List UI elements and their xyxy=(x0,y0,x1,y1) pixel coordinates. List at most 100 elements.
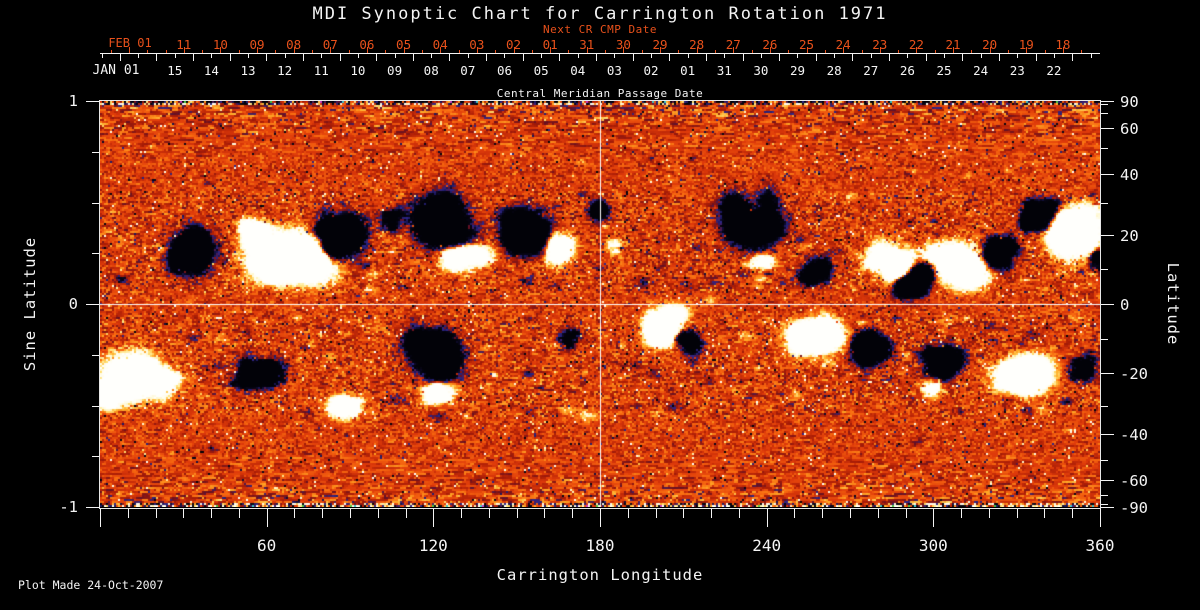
tick-mark xyxy=(696,47,698,53)
longitude-tick xyxy=(461,509,463,518)
tick-mark xyxy=(412,54,414,61)
tick-mark xyxy=(705,54,707,61)
sine-latitude-tick xyxy=(92,456,99,458)
cmp-day-label: 07 xyxy=(460,63,476,78)
latitude-tick xyxy=(1101,405,1108,407)
sine-latitude-tick-label: 1 xyxy=(68,92,78,110)
tick-mark xyxy=(220,47,222,53)
tick-mark xyxy=(229,54,231,61)
tick-mark xyxy=(806,47,808,53)
cmp-day-label: 26 xyxy=(899,63,915,78)
tick-mark xyxy=(119,54,121,61)
latitude-tick-label: 40 xyxy=(1120,165,1139,184)
tick-mark xyxy=(971,50,973,53)
tick-mark xyxy=(302,54,304,61)
tick-mark xyxy=(174,54,176,58)
next-cr-day-label: 29 xyxy=(652,37,668,52)
tick-mark xyxy=(1017,54,1019,58)
longitude-tick xyxy=(933,509,935,527)
tick-mark xyxy=(760,54,762,58)
tick-mark xyxy=(1026,47,1028,53)
longitude-tick-label: 180 xyxy=(585,536,615,555)
tick-mark xyxy=(568,50,570,53)
tick-mark xyxy=(376,54,378,61)
tick-mark xyxy=(385,50,387,53)
tick-mark xyxy=(989,47,991,53)
longitude-tick-label: 120 xyxy=(418,536,448,555)
tick-mark xyxy=(1090,54,1092,58)
tick-mark xyxy=(257,47,259,53)
cmp-axis-title: Central Meridian Passage Date xyxy=(496,87,704,100)
cmp-day-label: 12 xyxy=(277,63,293,78)
next-cr-day-label: 02 xyxy=(505,37,521,52)
latitude-tick xyxy=(1101,104,1108,106)
tick-mark xyxy=(916,47,918,53)
cmp-day-label: 28 xyxy=(826,63,842,78)
tick-mark xyxy=(953,47,955,53)
cmp-day-label: 11 xyxy=(313,63,329,78)
next-cr-day-label: 07 xyxy=(322,37,338,52)
tick-mark xyxy=(687,54,689,58)
longitude-tick xyxy=(600,509,601,527)
tick-mark xyxy=(650,54,652,58)
next-cr-day-label: 01 xyxy=(542,37,558,52)
longitude-tick xyxy=(1072,509,1074,518)
longitude-tick xyxy=(738,509,740,518)
latitude-tick-label: -20 xyxy=(1120,365,1148,384)
latitude-tick xyxy=(1101,173,1114,175)
cmp-day-label: 06 xyxy=(496,63,512,78)
longitude-tick xyxy=(516,509,518,518)
tick-mark xyxy=(486,54,488,61)
next-cr-day-label: 04 xyxy=(432,37,448,52)
tick-mark xyxy=(605,50,607,53)
next-cr-day-label: 20 xyxy=(982,37,998,52)
latitude-tick xyxy=(1101,268,1108,270)
tick-mark xyxy=(440,47,442,53)
next-cr-day-label: 08 xyxy=(286,37,302,52)
tick-mark xyxy=(678,50,680,53)
tick-mark xyxy=(339,54,341,61)
latitude-tick xyxy=(1101,128,1114,130)
cmp-day-label: 15 xyxy=(167,63,183,78)
tick-mark xyxy=(870,54,872,58)
tick-mark xyxy=(577,54,579,58)
cmp-day-label: 27 xyxy=(863,63,879,78)
longitude-tick xyxy=(405,509,407,518)
tick-mark xyxy=(495,50,497,53)
longitude-tick xyxy=(183,509,185,518)
plot-made-timestamp: Plot Made 24-Oct-2007 xyxy=(18,578,164,592)
next-cr-day-label: 18 xyxy=(1055,37,1071,52)
sine-latitude-tick xyxy=(86,304,99,305)
tick-mark xyxy=(284,54,286,58)
sine-latitude-axis-title: Sine Latitude xyxy=(21,236,39,372)
tick-mark xyxy=(238,50,240,53)
cmp-day-label: 14 xyxy=(203,63,219,78)
cmp-day-label: 05 xyxy=(533,63,549,78)
latitude-tick xyxy=(1101,507,1114,508)
sine-latitude-tick xyxy=(92,151,99,153)
longitude-tick xyxy=(711,509,713,518)
tick-mark xyxy=(321,54,323,58)
cmp-day-label: 01 xyxy=(680,63,696,78)
latitude-tick xyxy=(1101,494,1108,496)
tick-mark xyxy=(769,47,771,53)
next-cr-day-label: 05 xyxy=(396,37,412,52)
next-cr-day-label: 10 xyxy=(212,37,228,52)
tick-mark xyxy=(797,54,799,58)
latitude-tick xyxy=(1101,459,1108,461)
cmp-day-label: 02 xyxy=(643,63,659,78)
longitude-tick xyxy=(627,509,629,518)
tick-mark xyxy=(879,47,881,53)
cmp-month-label: JAN 01 xyxy=(92,63,140,78)
next-cr-day-label: 19 xyxy=(1018,37,1034,52)
tick-mark xyxy=(202,50,204,53)
tick-mark xyxy=(128,47,130,53)
tick-mark xyxy=(394,54,396,58)
tick-mark xyxy=(147,50,149,53)
longitude-tick xyxy=(905,509,907,518)
cmp-day-label: 30 xyxy=(753,63,769,78)
tick-mark xyxy=(623,47,625,53)
tick-mark xyxy=(101,54,103,58)
cmp-day-label: 31 xyxy=(716,63,732,78)
tick-mark xyxy=(541,54,543,58)
